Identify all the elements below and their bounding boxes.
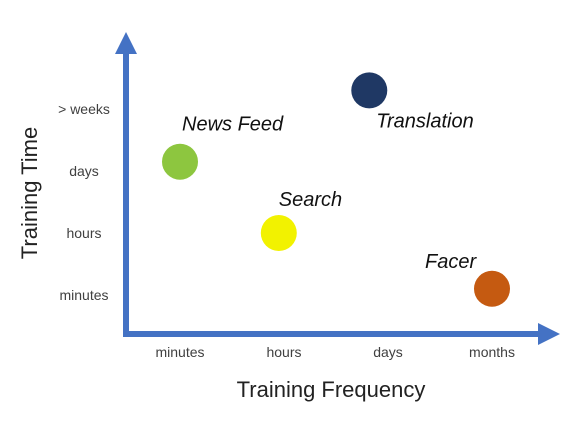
x-axis-arrowhead [538,323,560,345]
data-point-label: Facer [425,251,477,273]
data-point [474,270,510,307]
y-axis-arrowhead [115,32,137,54]
data-points: News Feed Search Translation Facer [162,72,510,307]
x-tick-labels: minutes hours days months [155,344,514,360]
data-point-label: Translation [376,110,473,132]
y-tick-label: days [69,163,99,179]
x-axis-title: Training Frequency [237,377,426,402]
x-tick-label: minutes [155,344,204,360]
y-axis-title: Training Time [17,127,42,259]
data-point [260,215,297,251]
data-point [351,72,388,109]
axes [115,32,560,345]
x-tick-label: months [469,344,515,360]
y-tick-labels: minutes hours days > weeks [58,101,110,303]
x-tick-label: hours [266,344,301,360]
y-tick-label: > weeks [58,101,110,117]
data-point-label: Search [279,189,342,211]
data-point-label: News Feed [182,114,284,136]
data-point [162,143,198,180]
y-tick-label: minutes [59,287,108,303]
x-tick-label: days [373,344,403,360]
y-tick-label: hours [66,225,101,241]
